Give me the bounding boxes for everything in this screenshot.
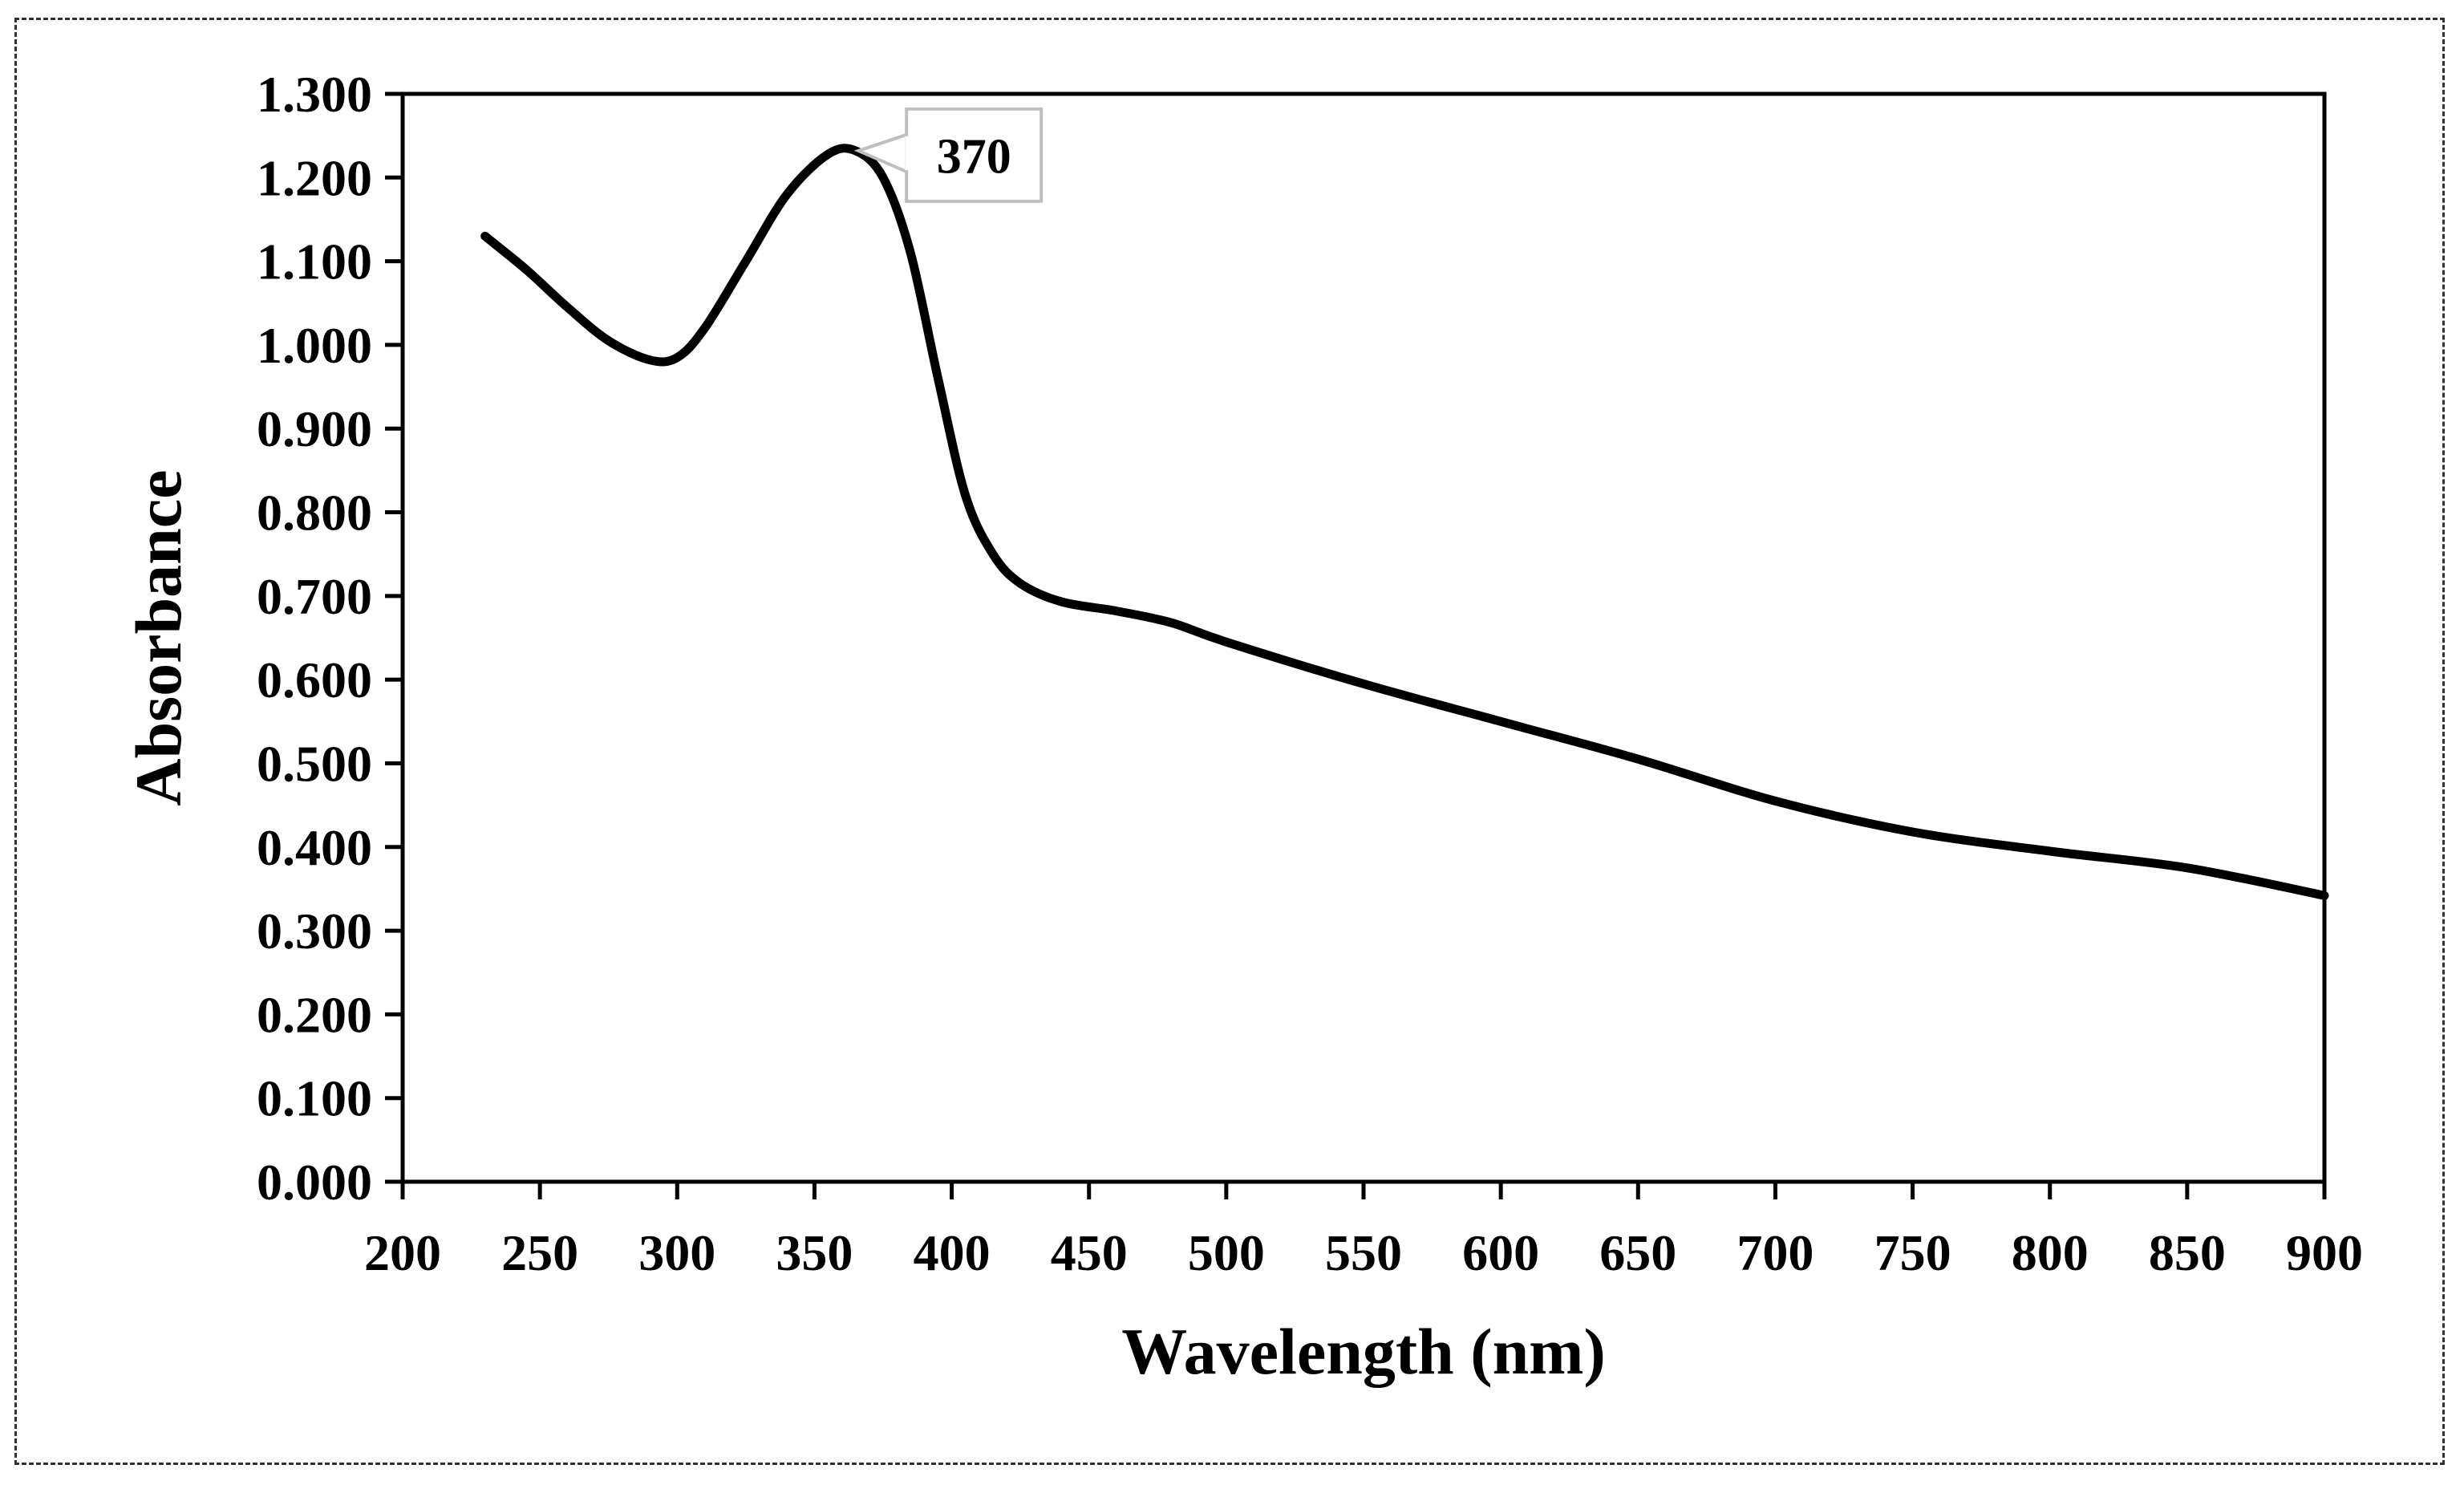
x-tick-label: 650 [1599,1224,1676,1281]
peak-annotation-label: 370 [937,129,1011,184]
x-tick-label: 500 [1188,1224,1265,1281]
y-tick-label: 0.100 [257,1070,372,1127]
y-tick-label: 0.700 [257,568,372,625]
x-axis-title: Wavelength (nm) [1121,1315,1606,1388]
y-tick-label: 0.800 [257,485,372,542]
y-tick-label: 1.200 [257,149,372,206]
y-axis-ticks: 0.000 0.100 0.200 0.300 0.400 0.500 0.600 0.700… [257,66,403,1211]
y-tick-label: 0.000 [257,1154,372,1211]
y-tick-label: 1.300 [257,66,372,123]
plot-area [400,91,2327,1184]
callout-pointer [853,132,909,174]
x-tick-label: 700 [1737,1224,1814,1281]
x-tick-label: 900 [2286,1224,2363,1281]
y-tick-label: 0.500 [257,735,372,792]
x-axis-ticks: 200 250 300 350 400 450 500 550 600 650 700 750 800 8… [364,1182,2363,1281]
x-tick-label: 750 [1874,1224,1951,1281]
y-tick-label: 0.300 [257,903,372,960]
callout-box [905,107,1044,203]
series-layer [480,144,2329,900]
x-tick-label: 850 [2149,1224,2226,1281]
x-tick-label: 450 [1051,1224,1128,1281]
x-tick-label: 550 [1325,1224,1402,1281]
series-line [480,144,2329,900]
y-axis-title: Absorbance [122,469,195,805]
x-tick-label: 300 [638,1224,715,1281]
x-tick-label: 350 [776,1224,853,1281]
x-tick-label: 250 [501,1224,578,1281]
y-tick-label: 0.600 [257,651,372,708]
x-tick-label: 200 [364,1224,441,1281]
chart-frame [14,18,2445,1465]
y-tick-label: 0.400 [257,819,372,876]
x-tick-label: 400 [914,1224,991,1281]
y-tick-label: 0.900 [257,400,372,457]
y-tick-label: 0.200 [257,986,372,1043]
annotation-layer: 370 [853,107,1044,203]
x-tick-label: 600 [1462,1224,1539,1281]
y-tick-label: 1.000 [257,317,372,374]
x-tick-label: 800 [2012,1224,2089,1281]
y-tick-label: 1.100 [257,233,372,290]
callout-joint [905,136,910,170]
